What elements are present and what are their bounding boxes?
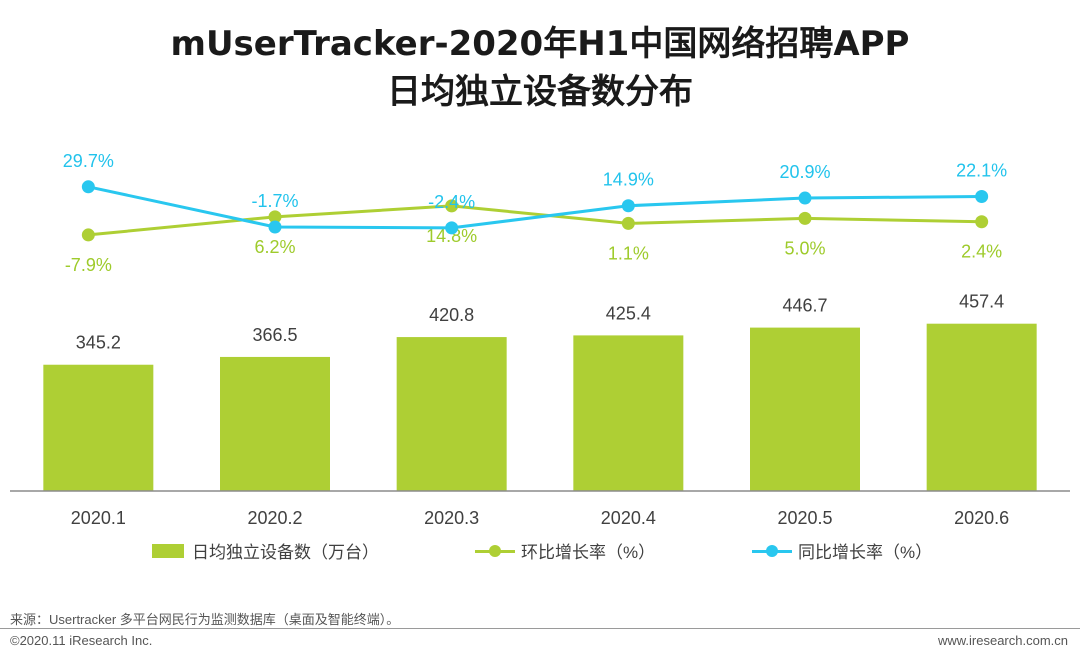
bar-2020.6 <box>926 323 1037 491</box>
bar-label-2020.2: 366.5 <box>252 325 297 345</box>
bar-2020.4 <box>573 335 684 491</box>
mom-point-2020.2 <box>268 210 282 224</box>
bar-label-2020.5: 446.7 <box>782 296 827 316</box>
footer-divider <box>0 628 1080 629</box>
x-tick-2020.2: 2020.2 <box>247 508 302 528</box>
yoy-label-2020.2: -1.7% <box>251 191 298 211</box>
x-tick-2020.6: 2020.6 <box>954 508 1009 528</box>
mom-label-2020.3: 14.8% <box>426 226 477 246</box>
legend-mom-swatch <box>475 544 515 558</box>
legend-bar-swatch <box>152 543 184 558</box>
x-tick-2020.1: 2020.1 <box>71 508 126 528</box>
chart-title-line1: mUserTracker-2020年H1中国网络招聘APP <box>170 24 910 64</box>
legend-item-yoy: 同比增长率（%） <box>752 538 932 563</box>
yoy-point-2020.1 <box>81 180 95 194</box>
website-link[interactable]: www.iresearch.com.cn <box>937 633 1068 648</box>
legend-label-devices: 日均独立设备数（万台） <box>192 543 379 562</box>
yoy-label-2020.3: -2.4% <box>428 192 475 212</box>
legend-item-devices: 日均独立设备数（万台） <box>152 538 379 563</box>
mom-point-2020.1 <box>81 228 95 242</box>
yoy-label-2020.6: 22.1% <box>956 161 1007 181</box>
bar-label-2020.4: 425.4 <box>606 303 651 323</box>
legend-item-mom: 环比增长率（%） <box>475 538 655 563</box>
bar-label-2020.3: 420.8 <box>429 305 474 325</box>
mom-label-2020.4: 1.1% <box>608 243 649 263</box>
yoy-label-2020.4: 14.9% <box>603 170 654 190</box>
bar-2020.2 <box>220 356 330 491</box>
mom-label-2020.5: 5.0% <box>784 238 825 258</box>
mom-point-2020.6 <box>975 215 989 229</box>
yoy-point-2020.6 <box>975 190 989 204</box>
x-tick-2020.3: 2020.3 <box>424 508 479 528</box>
yoy-point-2020.5 <box>798 191 812 205</box>
mom-point-2020.4 <box>621 216 635 230</box>
mom-line <box>88 204 982 237</box>
mom-point-2020.3 <box>445 199 459 213</box>
x-tick-2020.4: 2020.4 <box>601 508 656 528</box>
mom-label-2020.2: 6.2% <box>254 237 295 257</box>
bar-label-2020.1: 345.2 <box>76 333 121 353</box>
mom-label-2020.6: 2.4% <box>961 242 1002 262</box>
mom-point-2020.5 <box>798 211 812 225</box>
source-note: 来源：Usertracker 多平台网民行为监测数据库（桌面及智能终端）。 <box>10 612 400 627</box>
bar-2020.1 <box>43 364 154 491</box>
bar-2020.5 <box>750 327 860 491</box>
yoy-label-2020.1: 29.7% <box>63 151 114 171</box>
bar-label-2020.6: 457.4 <box>959 292 1004 312</box>
legend-label-yoy: 同比增长率（%） <box>798 543 933 562</box>
legend-label-mom: 环比增长率（%） <box>521 543 656 562</box>
yoy-point-2020.3 <box>445 221 459 235</box>
chart-title-line2: 日均独立设备数分布 <box>387 72 693 112</box>
legend-yoy-swatch <box>752 544 792 558</box>
yoy-label-2020.5: 20.9% <box>779 162 830 182</box>
x-tick-2020.5: 2020.5 <box>777 508 832 528</box>
yoy-line <box>88 185 982 230</box>
copyright: ©2020.11 iResearch Inc. <box>10 633 153 648</box>
chart-canvas: 345.2 366.5 420.8 425.4 446.7 457.4 2020.1 2020… <box>10 151 1070 528</box>
yoy-point-2020.4 <box>621 199 635 213</box>
yoy-point-2020.2 <box>268 220 282 234</box>
mom-label-2020.1: -7.9% <box>65 255 112 275</box>
bar-2020.3 <box>396 337 507 491</box>
